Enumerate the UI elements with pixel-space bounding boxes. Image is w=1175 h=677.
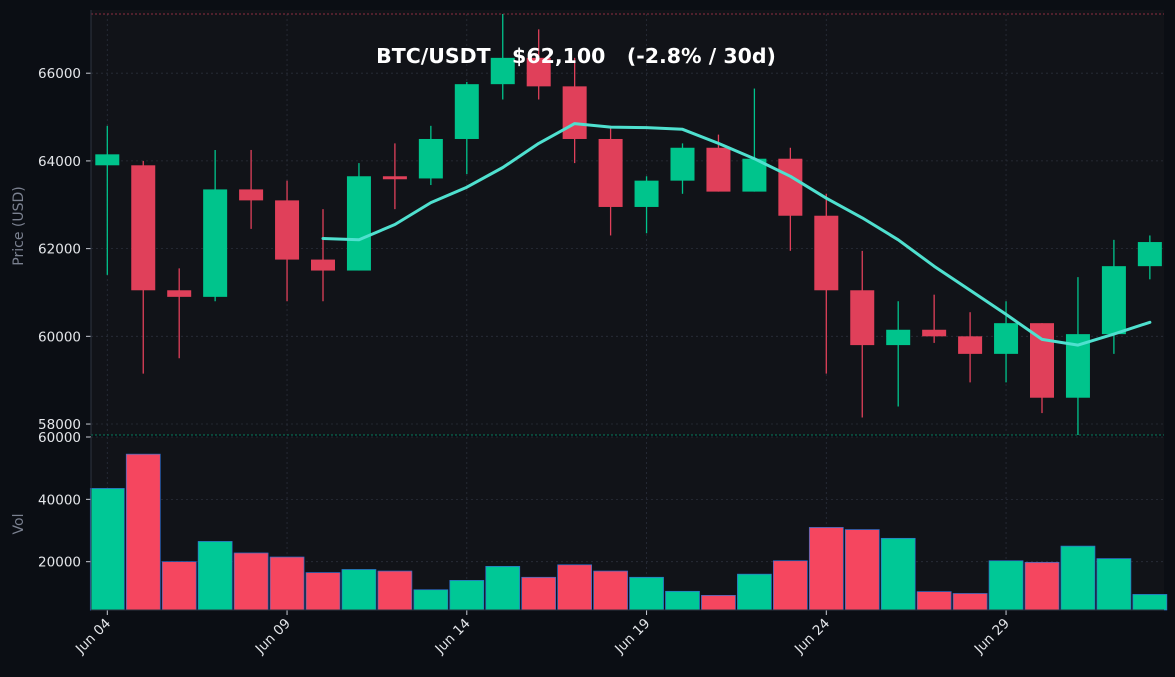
candle-body [382,176,407,180]
volume-bar [269,556,305,611]
candle-body [95,154,120,166]
candle-body [598,138,623,207]
volume-bar [233,552,269,611]
candle-body [275,200,300,260]
volume-bar [629,576,664,611]
candle-body [1101,266,1126,335]
volume-bar [305,572,341,611]
candle-body [203,189,228,297]
grid-layer [91,14,1164,610]
candle-body [706,147,731,192]
volume-bar [197,541,233,611]
volume-bar [521,576,557,611]
price-panel [91,10,1164,435]
candle-body [167,290,192,297]
volume-bar [737,573,772,611]
moving-average-layer [321,122,1152,347]
volume-tick-label: 40000 [38,492,81,508]
candle-body [526,57,551,87]
candle-body [778,158,803,216]
candle-body [922,329,947,337]
candle-body [454,84,479,139]
price-tick-label: 60000 [38,329,81,345]
chart-title: BTC/USDT $62,100 (-2.8% / 30d) [376,44,776,68]
candle-body [490,57,515,85]
volume-bar [341,569,377,611]
volume-bar [449,580,485,611]
volume-bar [1096,558,1132,611]
price-tick-label: 58000 [38,417,81,433]
candle-body [670,147,695,181]
volume-bar [557,564,593,611]
volume-bar [701,594,736,611]
volume-tick-label: 20000 [38,555,81,571]
volume-bar [808,527,844,611]
candle-body [850,290,875,346]
volume-bar [844,529,880,611]
volume-bar [772,560,808,611]
price-tick-label: 62000 [38,242,81,258]
volume-bar [125,453,161,611]
volume-bar [952,593,988,611]
volume-bar [880,537,916,611]
candle-body [239,189,264,201]
candle-body [131,165,156,291]
volume-bar [377,570,413,611]
candle-body [994,323,1019,354]
moving-average-line [321,122,1152,347]
candle-body [886,329,911,346]
price-tick-label: 64000 [38,154,81,170]
candle-body [634,180,659,207]
volume-bar [593,570,628,611]
price-tick-label: 66000 [38,66,81,82]
candle-body [562,86,587,139]
volume-bar [485,566,521,611]
volume-bars [89,453,1168,611]
volume-bar [89,488,125,611]
candle-body [346,176,371,271]
volume-bar [1132,594,1168,611]
candle-body [958,336,983,354]
volume-axis-title: Vol [11,514,27,535]
volume-bar [988,560,1024,611]
candles [95,14,1162,435]
candle-body [418,138,443,179]
volume-bar [1060,545,1096,611]
price-axis-title: Price (USD) [11,186,27,265]
volume-bar [665,590,700,611]
candle-body [311,259,335,271]
candle-body [814,215,839,291]
candle-body [1137,242,1162,267]
volume-bar [1024,561,1060,611]
volume-bar [413,589,449,611]
volume-tick-label: 60000 [38,430,81,446]
volume-bar [161,561,197,611]
volume-bar [916,591,952,611]
